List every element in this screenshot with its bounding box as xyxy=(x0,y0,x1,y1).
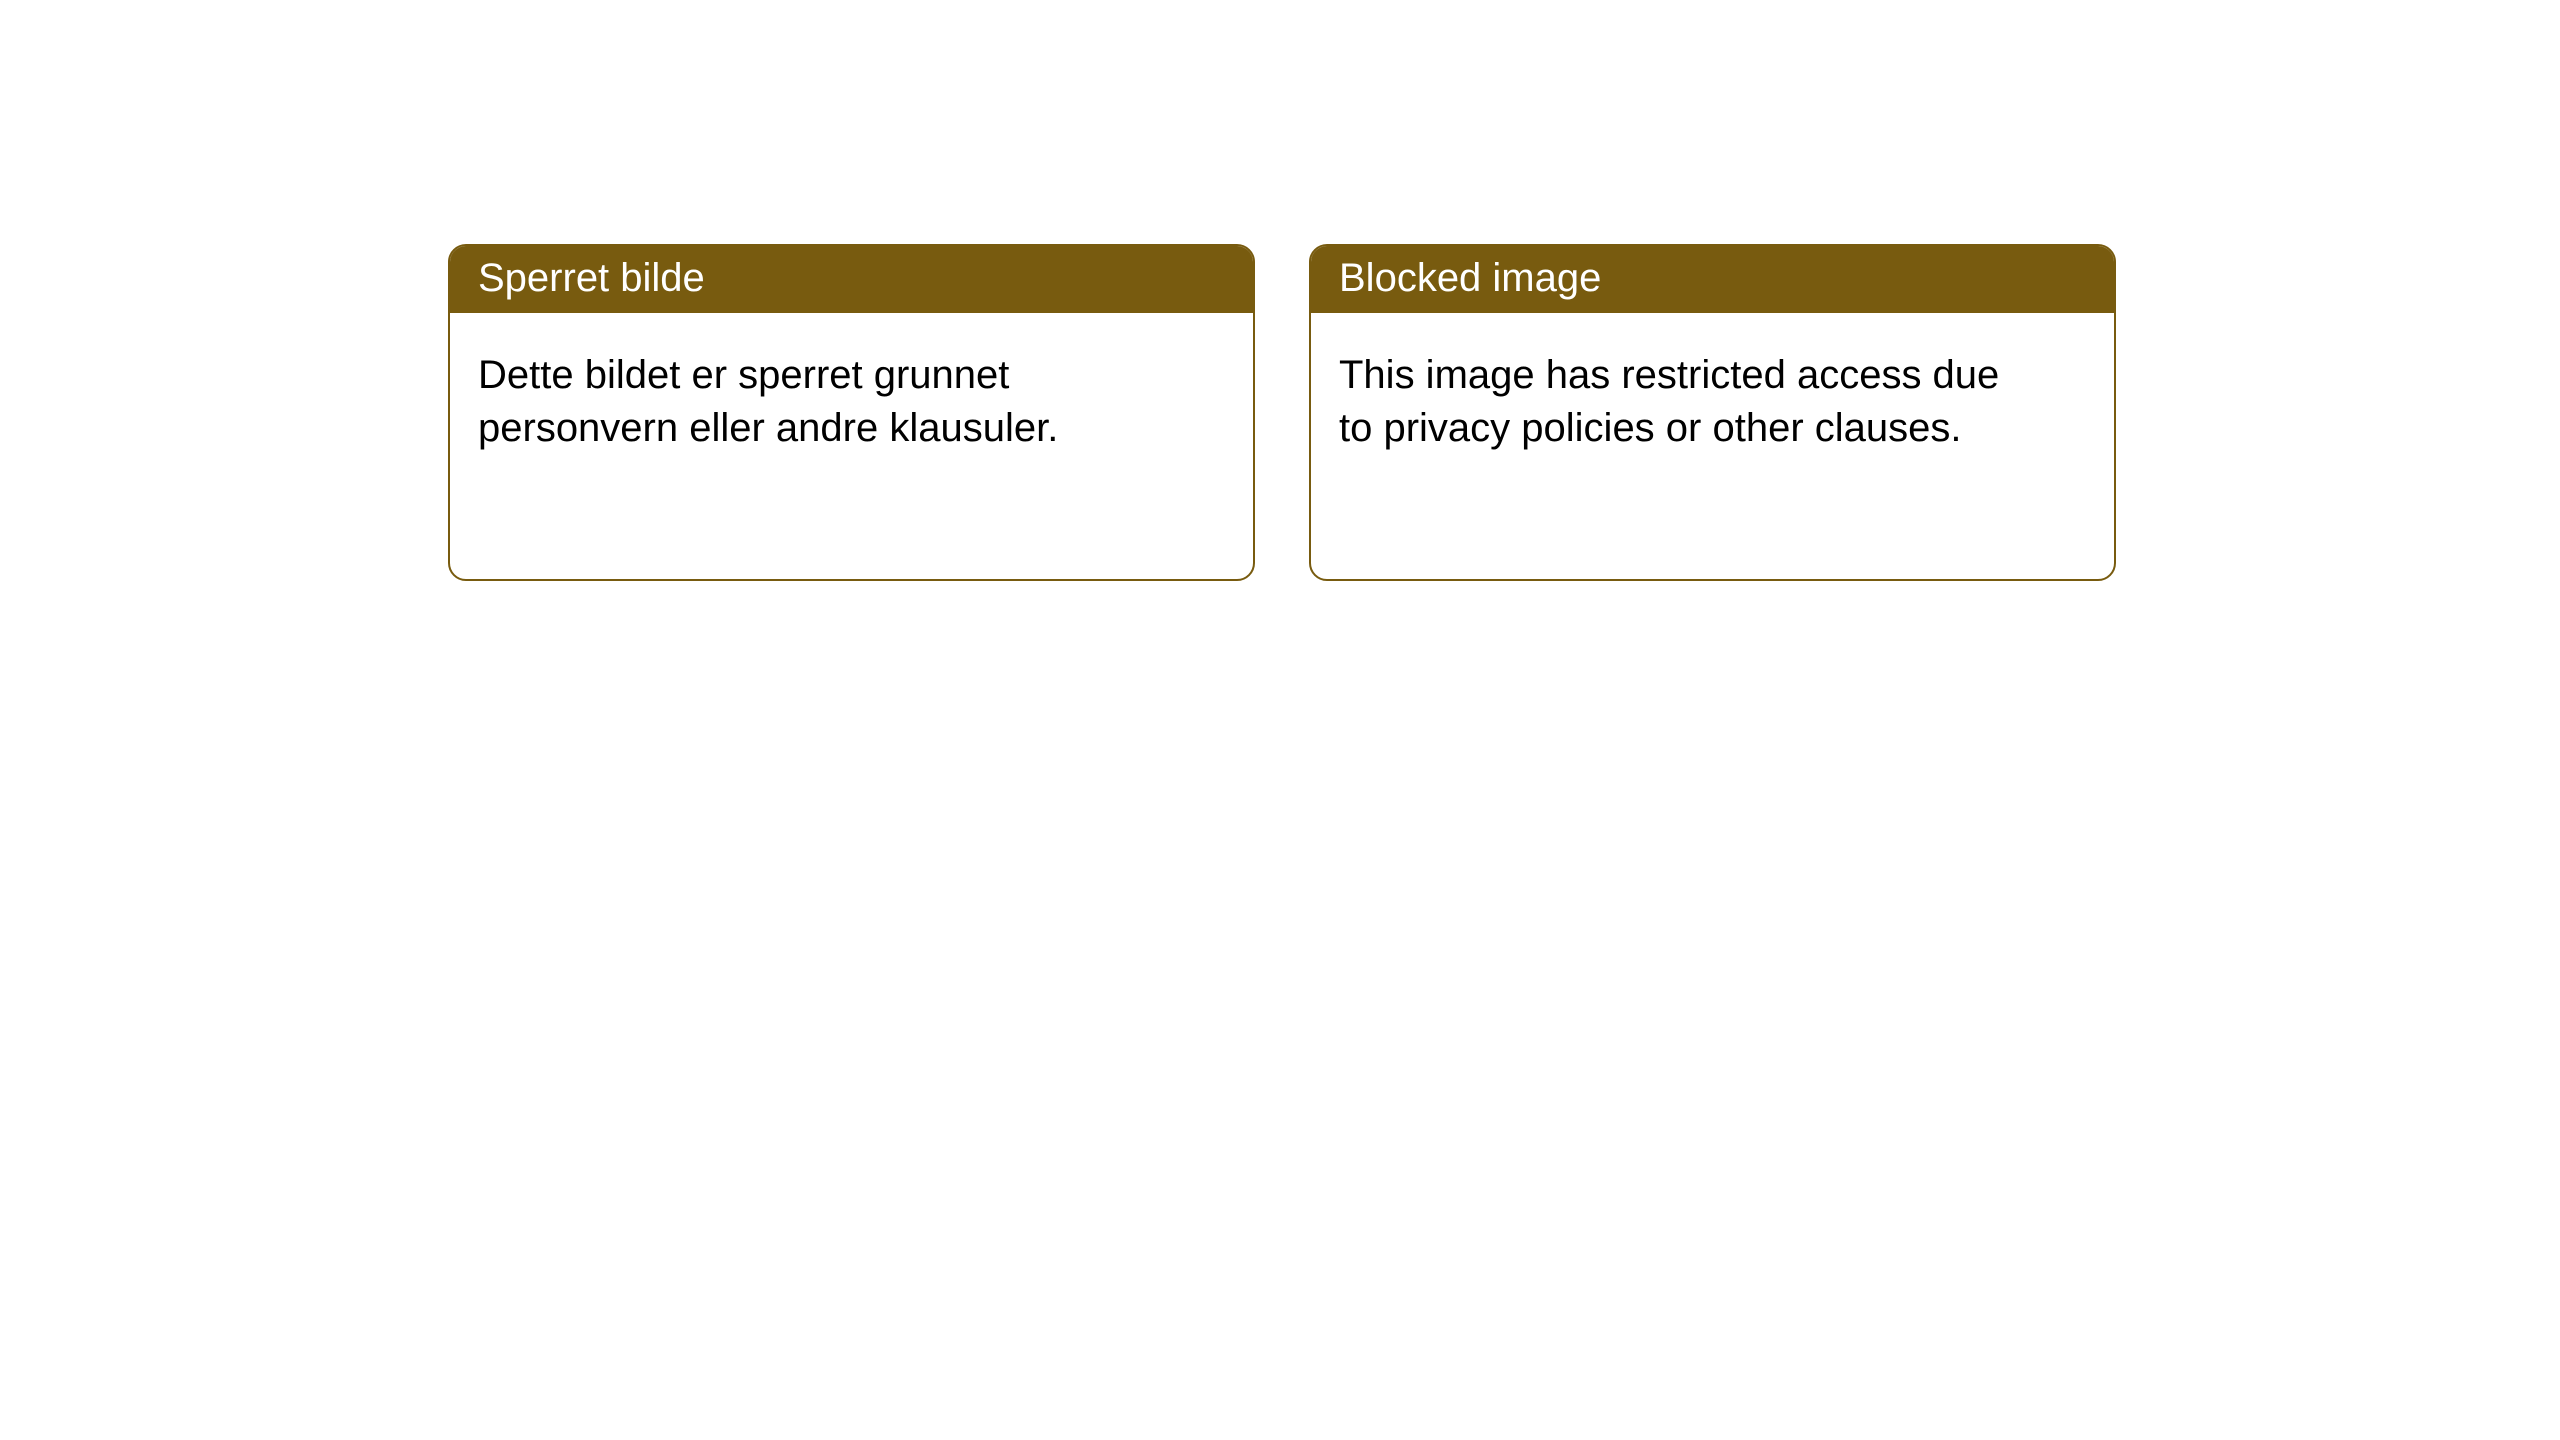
notice-card-en: Blocked image This image has restricted … xyxy=(1309,244,2116,581)
card-body: Dette bildet er sperret grunnet personve… xyxy=(450,313,1170,491)
notice-card-no: Sperret bilde Dette bildet er sperret gr… xyxy=(448,244,1255,581)
card-header: Sperret bilde xyxy=(450,246,1253,313)
card-body: This image has restricted access due to … xyxy=(1311,313,2031,491)
notice-cards-container: Sperret bilde Dette bildet er sperret gr… xyxy=(448,244,2116,581)
card-header: Blocked image xyxy=(1311,246,2114,313)
